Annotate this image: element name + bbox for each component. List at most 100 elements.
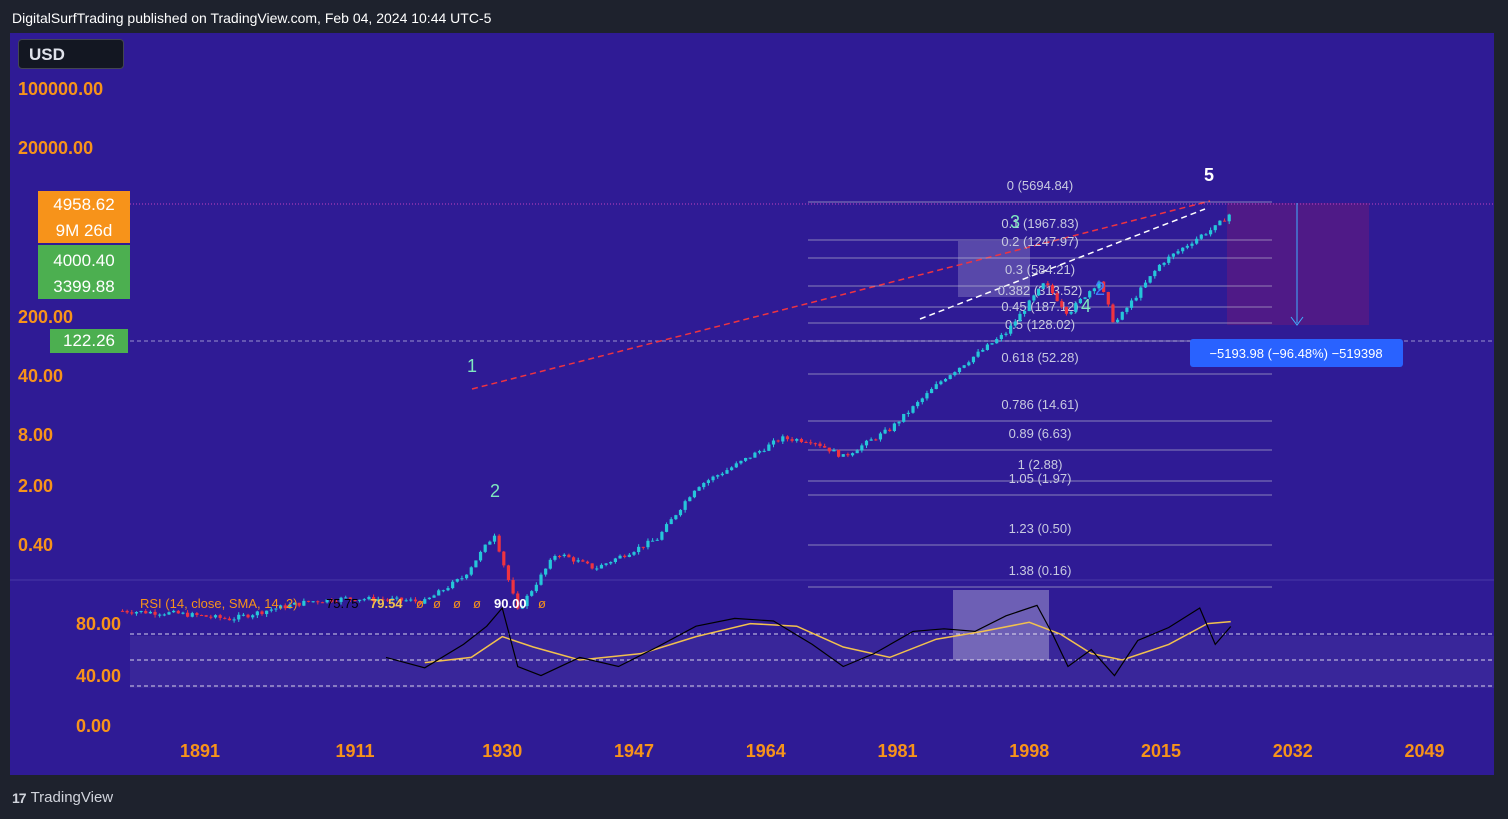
chart-svg[interactable]: 0 (5694.84) 0.1 (1967.83) 0.2 (1247.97) 0.3… bbox=[10, 33, 1494, 775]
candle-body bbox=[995, 339, 999, 344]
candle-body bbox=[139, 610, 143, 612]
fib-level-label: 0.618 (52.28) bbox=[1001, 350, 1078, 365]
candle-body bbox=[455, 579, 459, 582]
currency-badge[interactable]: USD bbox=[18, 39, 124, 69]
candle-body bbox=[1143, 282, 1148, 288]
candle-body bbox=[265, 610, 269, 615]
candle-body bbox=[492, 535, 497, 542]
candle-body bbox=[669, 519, 673, 525]
candle-body bbox=[516, 593, 520, 609]
candle-body bbox=[241, 614, 245, 616]
candle-body bbox=[1009, 325, 1013, 334]
candle-body bbox=[1120, 311, 1124, 320]
candle-body bbox=[362, 599, 366, 601]
candle-body bbox=[823, 446, 827, 448]
candle-body bbox=[646, 540, 650, 548]
candle-body bbox=[957, 367, 962, 373]
price-tick-label: 2.00 bbox=[18, 476, 53, 496]
candle-body bbox=[530, 591, 534, 596]
candle-body bbox=[902, 413, 906, 422]
fib-level-label: 0 (5694.84) bbox=[1007, 178, 1074, 193]
candle-body bbox=[878, 433, 883, 440]
rsi-legend-value: ø bbox=[433, 596, 441, 611]
candle-body bbox=[730, 467, 734, 471]
candle-body bbox=[841, 454, 845, 457]
candle-body bbox=[539, 574, 543, 585]
candle-body bbox=[1162, 262, 1166, 265]
wave-label: 5 bbox=[1204, 165, 1214, 185]
candle-body bbox=[1199, 234, 1203, 239]
measure-label: −5193.98 (−96.48%) −519398 bbox=[1209, 346, 1382, 361]
candle-body bbox=[864, 440, 869, 446]
time-tick-label: 2032 bbox=[1273, 741, 1313, 761]
candle-body bbox=[274, 608, 278, 610]
candle-body bbox=[860, 445, 864, 451]
candle-body bbox=[1018, 313, 1022, 322]
candle-body bbox=[1227, 214, 1231, 222]
candle-body bbox=[427, 597, 431, 600]
candle-body bbox=[279, 605, 283, 609]
candle-body bbox=[1139, 287, 1143, 298]
time-tick-label: 1998 bbox=[1009, 741, 1049, 761]
candle-body bbox=[916, 402, 920, 407]
candle-body bbox=[437, 590, 441, 596]
candle-body bbox=[478, 551, 483, 561]
candle-body bbox=[692, 490, 697, 498]
price-tag bbox=[38, 245, 130, 273]
candle-body bbox=[130, 612, 134, 614]
candle-body bbox=[465, 574, 469, 579]
candle-body bbox=[502, 551, 506, 566]
candle-body bbox=[1083, 297, 1087, 299]
candle-body bbox=[846, 454, 850, 456]
candle-body bbox=[641, 546, 645, 548]
candle-body bbox=[716, 475, 720, 477]
candle-body bbox=[697, 487, 701, 491]
candle-body bbox=[925, 393, 929, 399]
candle-body bbox=[678, 509, 683, 516]
time-tick-label: 1930 bbox=[482, 741, 522, 761]
candle-body bbox=[967, 362, 971, 366]
candle-body bbox=[288, 604, 292, 609]
fib-level-label: 1.38 (0.16) bbox=[1009, 563, 1072, 578]
candle-body bbox=[1036, 288, 1041, 296]
candle-body bbox=[883, 429, 887, 434]
candle-body bbox=[790, 439, 794, 441]
candle-body bbox=[739, 460, 743, 464]
candle-body bbox=[837, 450, 841, 457]
time-tick-label: 1981 bbox=[877, 741, 917, 761]
candle-body bbox=[976, 351, 980, 357]
candle-body bbox=[734, 463, 738, 468]
candle-body bbox=[553, 556, 557, 560]
candle-body bbox=[306, 600, 311, 602]
chart-panel[interactable]: USD 0 (5694.84) 0.1 (1967.83) 0.2 (1247.97… bbox=[10, 33, 1494, 775]
price-tag bbox=[50, 329, 128, 353]
time-tick-label: 1891 bbox=[180, 741, 220, 761]
candle-body bbox=[395, 597, 399, 599]
candle-body bbox=[409, 599, 413, 601]
price-tag-label: 122.26 bbox=[63, 331, 115, 350]
price-tag-label: 9M 26d bbox=[56, 221, 113, 240]
candle-body bbox=[855, 450, 859, 454]
candle-body bbox=[683, 501, 687, 510]
candle-body bbox=[353, 599, 357, 601]
candle-body bbox=[381, 599, 385, 601]
candle-body bbox=[246, 614, 250, 618]
candle-body bbox=[330, 599, 334, 602]
candle-body bbox=[971, 356, 976, 363]
candle-body bbox=[511, 580, 515, 594]
price-tag-label: 4000.40 bbox=[53, 251, 114, 270]
candle-body bbox=[334, 601, 338, 603]
candle-body bbox=[1153, 270, 1157, 277]
candle-body bbox=[367, 596, 371, 600]
wave-label: 3 bbox=[1010, 212, 1020, 232]
rsi-line bbox=[385, 604, 1232, 677]
footer-brand: TradingView bbox=[30, 789, 114, 806]
fib-level-label: 0.2 (1247.97) bbox=[1001, 234, 1078, 249]
candle-body bbox=[1209, 230, 1213, 235]
candle-body bbox=[1046, 283, 1050, 286]
candle-body bbox=[567, 554, 571, 558]
rsi-legend-value: ø bbox=[538, 596, 546, 611]
candle-body bbox=[674, 515, 678, 520]
candle-body bbox=[158, 614, 162, 616]
candle-body bbox=[813, 443, 817, 445]
